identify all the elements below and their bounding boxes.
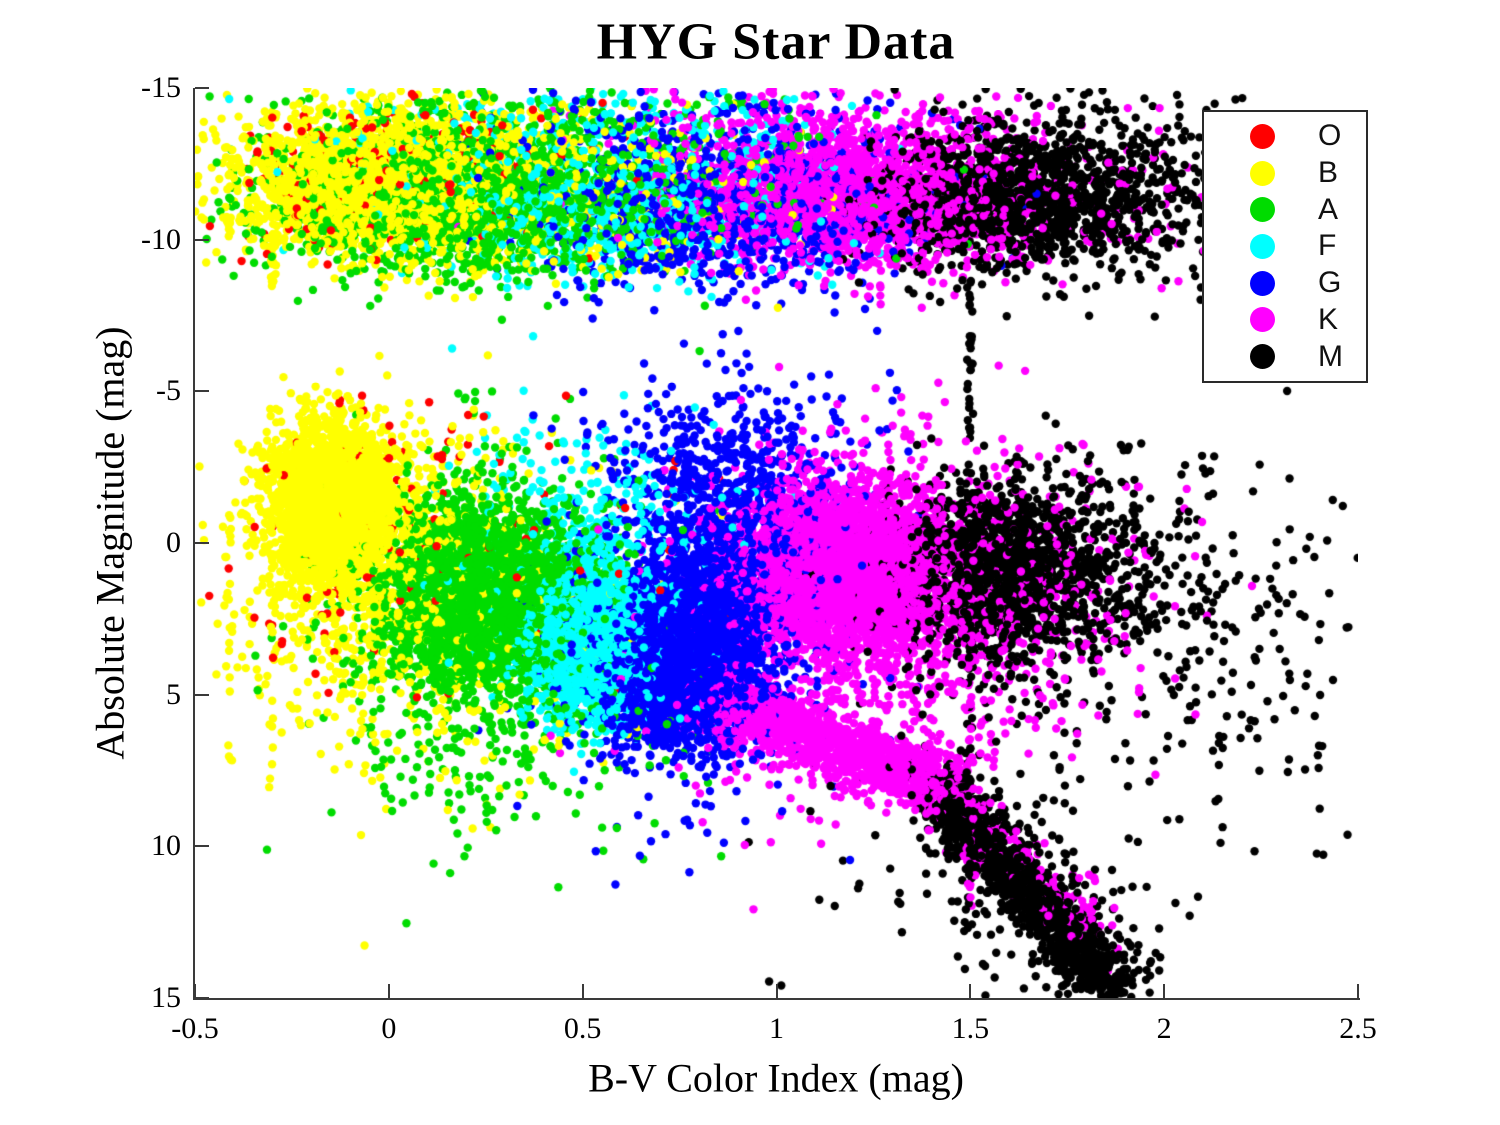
- x-tick: [1163, 984, 1166, 998]
- legend-row: M: [1204, 340, 1366, 374]
- legend-label: B: [1318, 156, 1339, 190]
- x-tick: [969, 984, 972, 998]
- y-tick: [195, 87, 209, 89]
- x-tick-label: -0.5: [171, 1012, 219, 1045]
- chart-title: HYG Star Data: [596, 13, 956, 71]
- x-tick-label: 2: [1156, 1012, 1172, 1045]
- x-tick: [581, 984, 584, 998]
- y-tick-label: -15: [141, 71, 181, 104]
- x-axis-label: B-V Color Index (mag): [588, 1055, 964, 1101]
- x-tick-label: 0.5: [563, 1012, 602, 1045]
- legend-label: K: [1318, 302, 1339, 336]
- x-tick: [387, 984, 390, 998]
- legend-marker-m-icon: [1250, 344, 1275, 370]
- x-axis-line: [193, 998, 1360, 1000]
- y-tick-label: 0: [166, 526, 181, 559]
- y-tick: [195, 997, 209, 999]
- legend-row: A: [1204, 193, 1366, 227]
- y-tick: [195, 693, 209, 696]
- legend-marker-o-icon: [1250, 123, 1275, 149]
- legend-label: M: [1318, 339, 1343, 373]
- legend-marker-b-icon: [1250, 160, 1275, 186]
- y-axis-line: [193, 88, 195, 1000]
- y-tick-label: 5: [166, 677, 181, 711]
- y-tick: [195, 390, 209, 393]
- x-tick-label: 2.5: [1339, 1012, 1377, 1045]
- legend-label: A: [1318, 192, 1339, 226]
- x-tick-label: 1.5: [951, 1012, 990, 1045]
- x-tick: [194, 984, 196, 998]
- y-tick-label: -5: [156, 374, 181, 408]
- x-tick-label: 1: [769, 1012, 784, 1045]
- x-tick: [775, 984, 778, 998]
- x-tick: [1357, 984, 1359, 998]
- y-tick-label: 15: [151, 981, 181, 1014]
- y-axis-label: Absolute Magnitude (mag): [87, 326, 133, 760]
- legend-row: K: [1204, 303, 1366, 337]
- legend-label: O: [1318, 119, 1342, 153]
- legend-row: B: [1204, 156, 1366, 190]
- legend-marker-k-icon: [1250, 307, 1275, 333]
- legend-row: F: [1204, 229, 1366, 263]
- legend-row: G: [1204, 266, 1366, 300]
- legend-marker-a-icon: [1250, 197, 1275, 223]
- legend-label: F: [1318, 229, 1337, 263]
- x-tick-label: 0: [381, 1012, 397, 1045]
- legend-marker-g-icon: [1250, 270, 1275, 296]
- legend-marker-f-icon: [1250, 233, 1275, 259]
- y-tick: [195, 238, 209, 241]
- scatter-canvas: [195, 88, 1358, 998]
- y-tick: [195, 845, 209, 848]
- y-tick: [195, 542, 209, 544]
- legend-label: G: [1318, 266, 1342, 300]
- legend-row: O: [1204, 119, 1366, 153]
- y-tick-label: -10: [141, 222, 181, 256]
- y-tick-label: 10: [151, 829, 181, 863]
